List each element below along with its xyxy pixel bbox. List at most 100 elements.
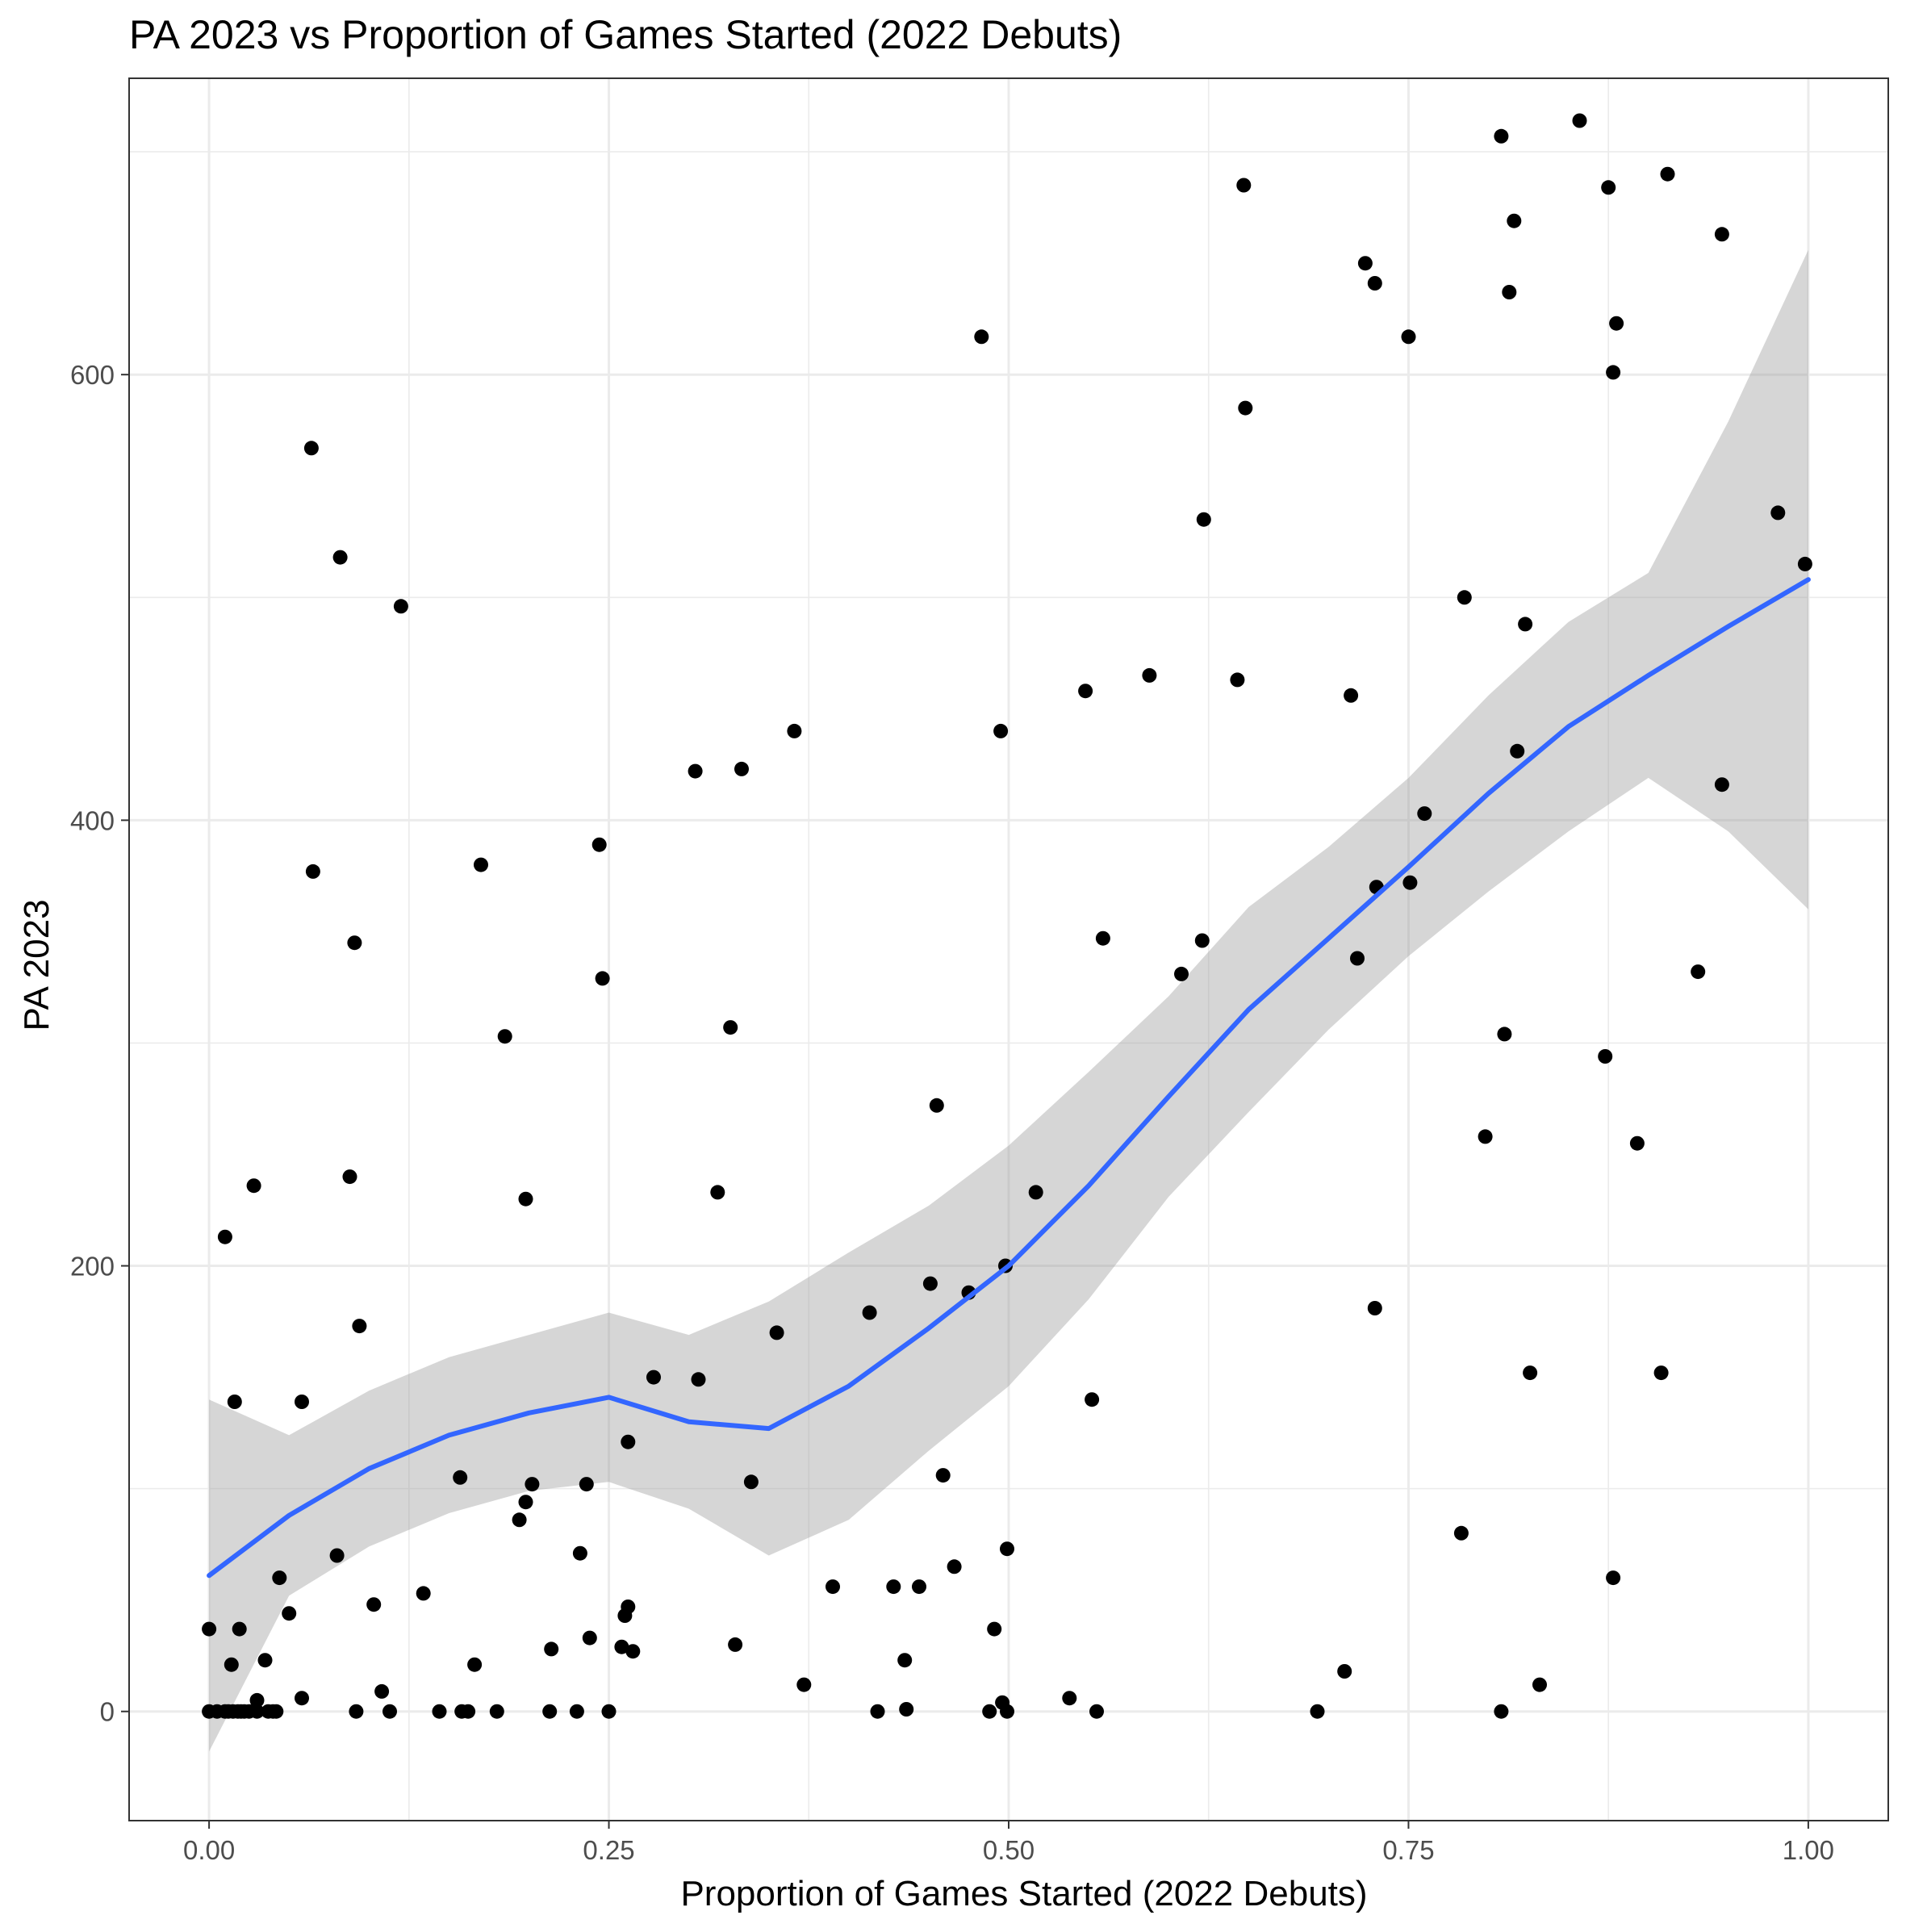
data-point [1238,400,1253,416]
data-point [432,1704,447,1719]
data-point [591,837,607,852]
data-point [1350,951,1365,966]
data-point [1367,276,1382,291]
data-point [691,1372,706,1387]
data-point [1494,1704,1509,1719]
x-tick-label: 0.00 [183,1835,235,1865]
data-point [710,1185,725,1200]
data-point [332,550,348,565]
data-point [474,857,488,872]
data-point [1629,1135,1645,1151]
data-point [1714,227,1729,242]
confidence-ribbon [209,249,1808,1752]
data-point [1402,875,1418,890]
data-point [1078,684,1093,699]
data-point [352,1319,367,1334]
data-point [461,1704,476,1719]
data-point [1453,1525,1469,1541]
data-point [1174,966,1189,981]
data-point [1523,1365,1538,1381]
data-point [769,1325,784,1340]
data-point [929,1098,944,1113]
data-point [621,1434,636,1449]
data-point [1660,166,1675,182]
data-point [1497,1027,1512,1042]
data-point [1714,777,1729,792]
data-point [349,1704,364,1719]
data-point [1367,1301,1382,1315]
data-point [734,761,749,776]
data-point [525,1477,540,1492]
data-point [1000,1541,1014,1557]
data-point [467,1657,483,1672]
data-point [518,1495,533,1510]
data-point [621,1600,636,1614]
data-point [987,1621,1002,1637]
chart-title: PA 2023 vs Proportion of Games Started (… [129,12,1122,57]
data-point [282,1606,297,1621]
data-point [1089,1704,1104,1719]
data-point [1691,964,1706,980]
data-point [347,935,362,951]
data-point [1507,213,1522,228]
data-point [935,1468,951,1483]
data-point [453,1470,468,1485]
data-point [1510,743,1525,759]
data-point [416,1586,431,1601]
data-point [826,1579,840,1595]
data-point [295,1691,309,1706]
data-point [1609,316,1624,331]
data-point [1606,365,1621,380]
data-point [899,1702,914,1717]
data-point [1194,933,1210,948]
data-point [1494,128,1509,144]
data-point [202,1621,217,1637]
data-point [544,1641,559,1657]
data-point [227,1395,242,1409]
data-point [1770,505,1786,521]
data-point [862,1305,877,1320]
data-point [723,1020,738,1035]
data-point [728,1637,743,1652]
data-point [1797,556,1812,571]
data-point [947,1559,962,1574]
data-point [542,1704,558,1719]
data-point [1095,930,1110,946]
data-point [922,1276,938,1291]
data-point [497,1029,512,1044]
data-point [993,723,1009,738]
data-point [1653,1365,1669,1381]
data-point [217,1229,232,1244]
data-point [1062,1691,1077,1706]
data-point [601,1704,617,1719]
data-point [1085,1392,1100,1407]
data-point [1230,672,1245,688]
data-point [1401,329,1416,345]
y-tick-label: 400 [70,805,115,835]
y-axis-label: PA 2023 [17,899,56,1031]
data-point [1337,1664,1352,1679]
data-point [1502,285,1517,299]
data-point [366,1597,382,1612]
data-point [1310,1704,1325,1719]
data-point [269,1704,284,1719]
data-point [1196,512,1211,527]
data-point [572,1545,587,1561]
data-point [897,1653,913,1668]
data-point [257,1653,273,1668]
data-point [512,1512,527,1528]
data-point [305,864,320,879]
data-point [1000,1704,1014,1719]
x-tick-label: 1.00 [1783,1835,1834,1865]
data-point [579,1477,594,1492]
data-point [1028,1185,1043,1200]
data-point [582,1630,597,1646]
data-point [625,1644,641,1659]
data-point [1532,1677,1547,1692]
x-tick-label: 0.25 [583,1835,634,1865]
data-point [393,599,408,614]
data-point [246,1178,261,1194]
data-point [974,329,989,345]
